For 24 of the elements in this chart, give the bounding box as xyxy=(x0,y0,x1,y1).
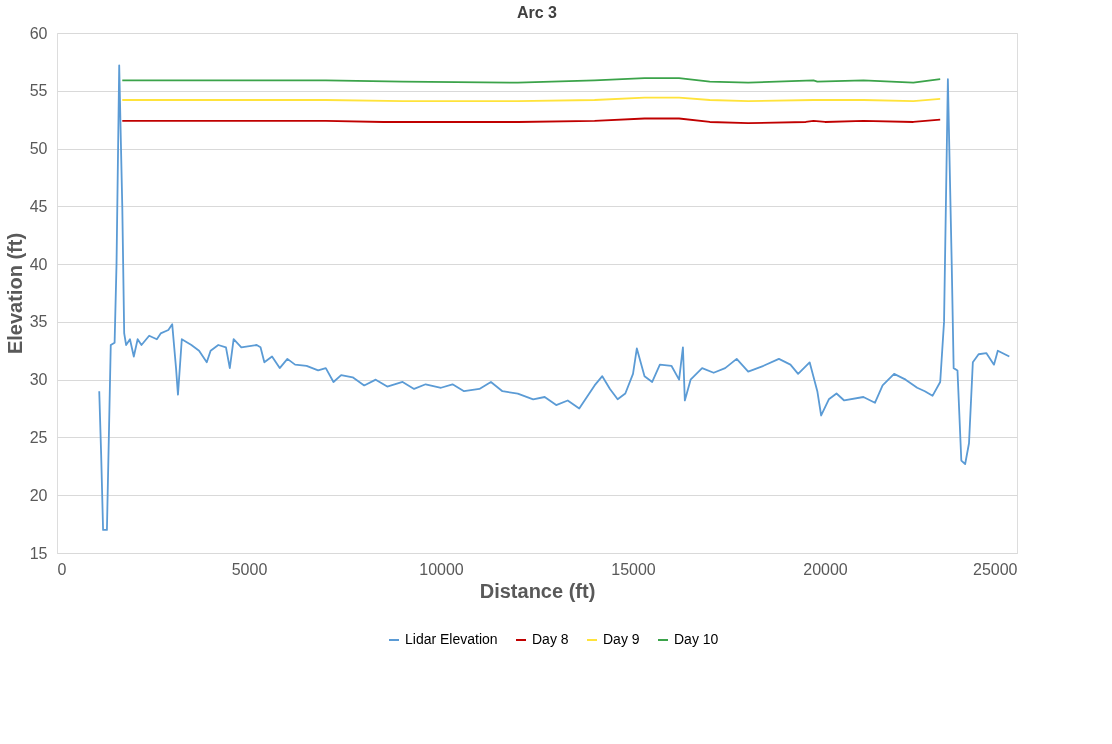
y-tick-label: 40 xyxy=(29,255,48,273)
legend-label: Day 10 xyxy=(674,631,719,647)
y-tick-label: 20 xyxy=(29,486,48,504)
line-series xyxy=(98,64,1011,531)
y-tick-label: 60 xyxy=(29,24,48,42)
legend-label: Day 8 xyxy=(532,631,569,647)
y-tick-label: 25 xyxy=(29,428,48,446)
y-tick-label: 50 xyxy=(29,140,48,158)
y-tick-label: 35 xyxy=(29,313,48,331)
legend-label: Day 9 xyxy=(603,631,640,647)
x-tick-label: 15000 xyxy=(611,560,656,578)
legend-label: Lidar Elevation xyxy=(405,631,498,647)
x-tick-label: 20000 xyxy=(803,560,848,578)
x-tick-label: 5000 xyxy=(231,560,268,578)
y-tick-label: 30 xyxy=(29,371,48,389)
y-tick-label: 15 xyxy=(29,544,48,562)
x-tick-label: 25000 xyxy=(973,560,1018,578)
y-axis-title: Elevation (ft) xyxy=(3,232,26,355)
x-tick-label: 0 xyxy=(57,560,67,578)
y-tick-label: 45 xyxy=(29,197,48,215)
chart-title: Arc 3 xyxy=(516,4,558,21)
x-tick-label: 10000 xyxy=(419,560,464,578)
x-axis-title: Distance (ft) xyxy=(479,579,596,602)
y-tick-label: 55 xyxy=(29,82,48,100)
